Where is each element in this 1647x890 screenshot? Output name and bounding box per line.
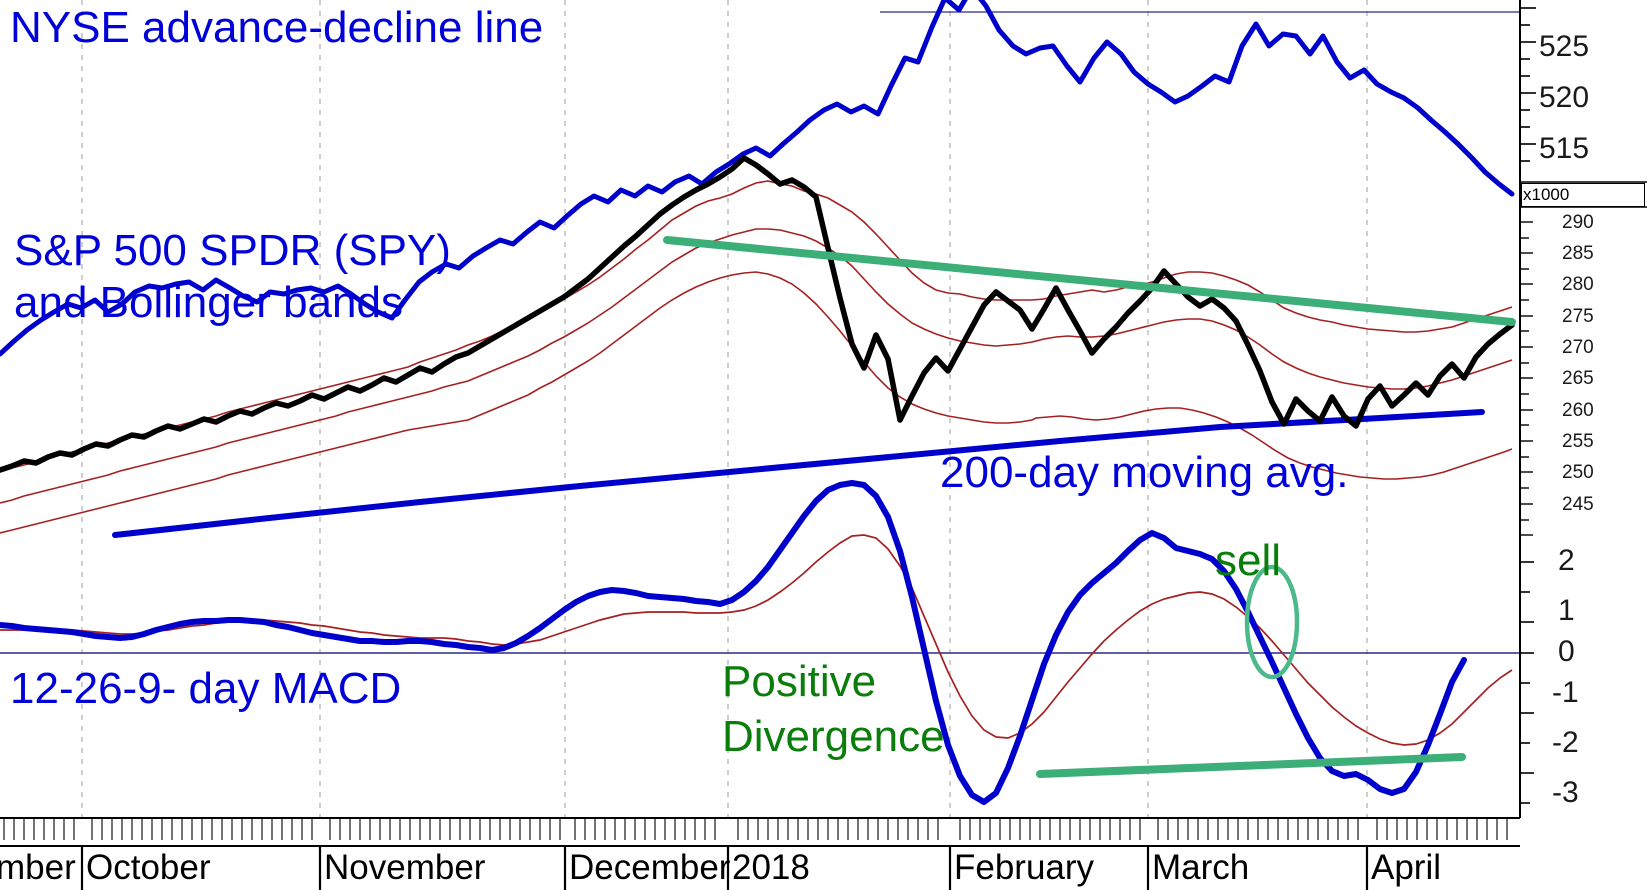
x-axis-label-september: mber (0, 848, 76, 887)
x1000-unit-label: x1000 (1521, 183, 1645, 207)
macd-tick-1: 1 (1558, 594, 1575, 627)
x-axis-label-march: March (1152, 848, 1250, 887)
macd-tick-neg3: -3 (1552, 776, 1579, 809)
x-axis-label-2018: 2018 (732, 848, 810, 887)
annotation-sell-label: sell (1215, 536, 1282, 585)
x-axis-label-april: April (1371, 848, 1442, 887)
x-axis-label-february: February (954, 848, 1095, 887)
month-separators (80, 846, 1369, 890)
x-axis-label-november: November (324, 848, 486, 887)
bollinger-lower-band (0, 271, 1513, 534)
macd-tick-neg1: -1 (1552, 676, 1579, 709)
annotation-200day-moving-avg: 200-day moving avg. (940, 448, 1349, 497)
annotation-spy-title-line1: S&P 500 SPDR (SPY) (14, 226, 451, 275)
price-tick-290: 290 (1562, 212, 1594, 233)
price-tick-280: 280 (1562, 274, 1594, 295)
bollinger-middle-band (0, 228, 1513, 504)
positive-divergence-trendline (1036, 753, 1466, 778)
annotation-positive-divergence-line2: Divergence (722, 712, 945, 761)
price-tick-265: 265 (1562, 368, 1594, 389)
sell-ellipse (1244, 564, 1300, 680)
price-tick-275: 275 (1562, 306, 1594, 327)
declining-resistance-trendline (663, 236, 1516, 326)
price-tick-270: 270 (1562, 337, 1594, 358)
nyse-advance-decline-series (0, 0, 1515, 357)
spy-price-series (0, 155, 1515, 473)
macd-line (0, 480, 1467, 805)
annotation-macd-label: 12-26-9- day MACD (10, 664, 402, 713)
macd-tick-2: 2 (1558, 544, 1575, 577)
ad-tick-515: 515 (1539, 132, 1590, 165)
x-axis-label-december: December (569, 848, 731, 887)
annotation-nyse-ad-line: NYSE advance-decline line (10, 3, 544, 52)
day-ticks (3, 818, 1508, 840)
price-tick-260: 260 (1562, 400, 1594, 421)
right-axis (1519, 0, 1647, 818)
price-tick-285: 285 (1562, 243, 1594, 264)
vertical-gridlines (81, 0, 1368, 818)
ad-tick-525: 525 (1539, 30, 1590, 63)
x-axis-label-october: October (86, 848, 211, 887)
annotation-spy-title-line2: and Bollinger bands (14, 278, 403, 327)
macd-tick-neg2: -2 (1552, 726, 1579, 759)
200-day-moving-average (112, 409, 1485, 538)
ad-tick-520: 520 (1539, 81, 1590, 114)
bottom-date-axis (0, 817, 1520, 890)
bollinger-upper-band (0, 180, 1513, 473)
price-tick-250: 250 (1562, 462, 1594, 483)
annotation-positive-divergence-line1: Positive (722, 657, 877, 706)
macd-tick-0: 0 (1558, 635, 1575, 668)
price-tick-255: 255 (1562, 431, 1594, 452)
plot-background (0, 0, 1520, 818)
price-tick-245: 245 (1562, 494, 1594, 515)
